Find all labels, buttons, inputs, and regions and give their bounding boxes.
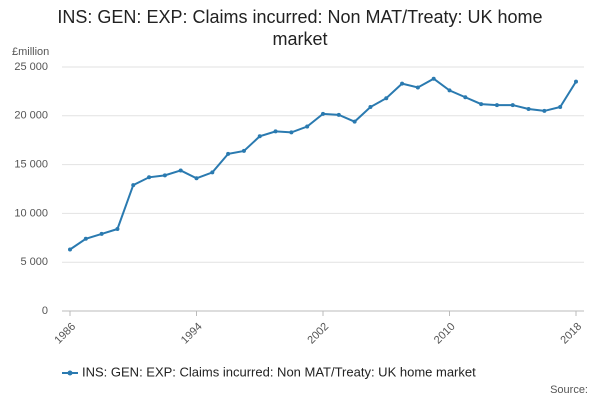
point <box>147 175 152 180</box>
x-tick-label: 1986 <box>52 321 78 347</box>
point <box>226 151 231 156</box>
point <box>431 76 436 81</box>
point <box>241 148 246 153</box>
point <box>574 79 578 84</box>
x-tick-label: 2010 <box>432 321 458 347</box>
point <box>257 134 262 139</box>
point <box>194 176 199 181</box>
x-tick-label: 2018 <box>558 321 584 347</box>
point <box>415 85 420 90</box>
point <box>83 236 88 241</box>
point <box>178 168 183 173</box>
point <box>273 129 278 134</box>
point <box>321 111 325 116</box>
point <box>384 96 389 101</box>
point <box>400 81 405 86</box>
point <box>305 124 310 129</box>
point <box>115 227 120 232</box>
y-tick-label: 5 000 <box>20 256 48 268</box>
point <box>352 119 357 124</box>
point <box>336 112 341 117</box>
point <box>162 173 167 178</box>
point <box>542 108 547 113</box>
point <box>368 105 373 110</box>
point <box>131 183 136 188</box>
legend-label: INS: GEN: EXP: Claims incurred: Non MAT/… <box>82 364 476 379</box>
x-tick-label: 1994 <box>179 321 205 347</box>
source: Source: <box>550 384 588 396</box>
point <box>526 106 531 111</box>
y-tick-label: 15 000 <box>14 159 48 171</box>
point <box>479 102 484 107</box>
point <box>463 95 468 100</box>
y-tick-label: 25 000 <box>14 61 48 73</box>
legend-swatch-point <box>67 370 73 376</box>
point <box>68 247 72 252</box>
point <box>99 231 104 236</box>
point <box>210 170 215 175</box>
point <box>289 130 294 135</box>
y-axis-label: £million <box>12 46 49 58</box>
point <box>447 88 452 93</box>
point <box>494 103 499 108</box>
y-tick-label: 10 000 <box>14 207 48 219</box>
chart-title: INS: GEN: EXP: Claims incurred: Non MAT/… <box>57 7 543 49</box>
y-tick-label: 20 000 <box>14 110 48 122</box>
point <box>558 105 563 110</box>
point <box>510 103 515 108</box>
x-tick-label: 2002 <box>305 321 331 347</box>
y-tick-label: 0 <box>42 305 48 317</box>
